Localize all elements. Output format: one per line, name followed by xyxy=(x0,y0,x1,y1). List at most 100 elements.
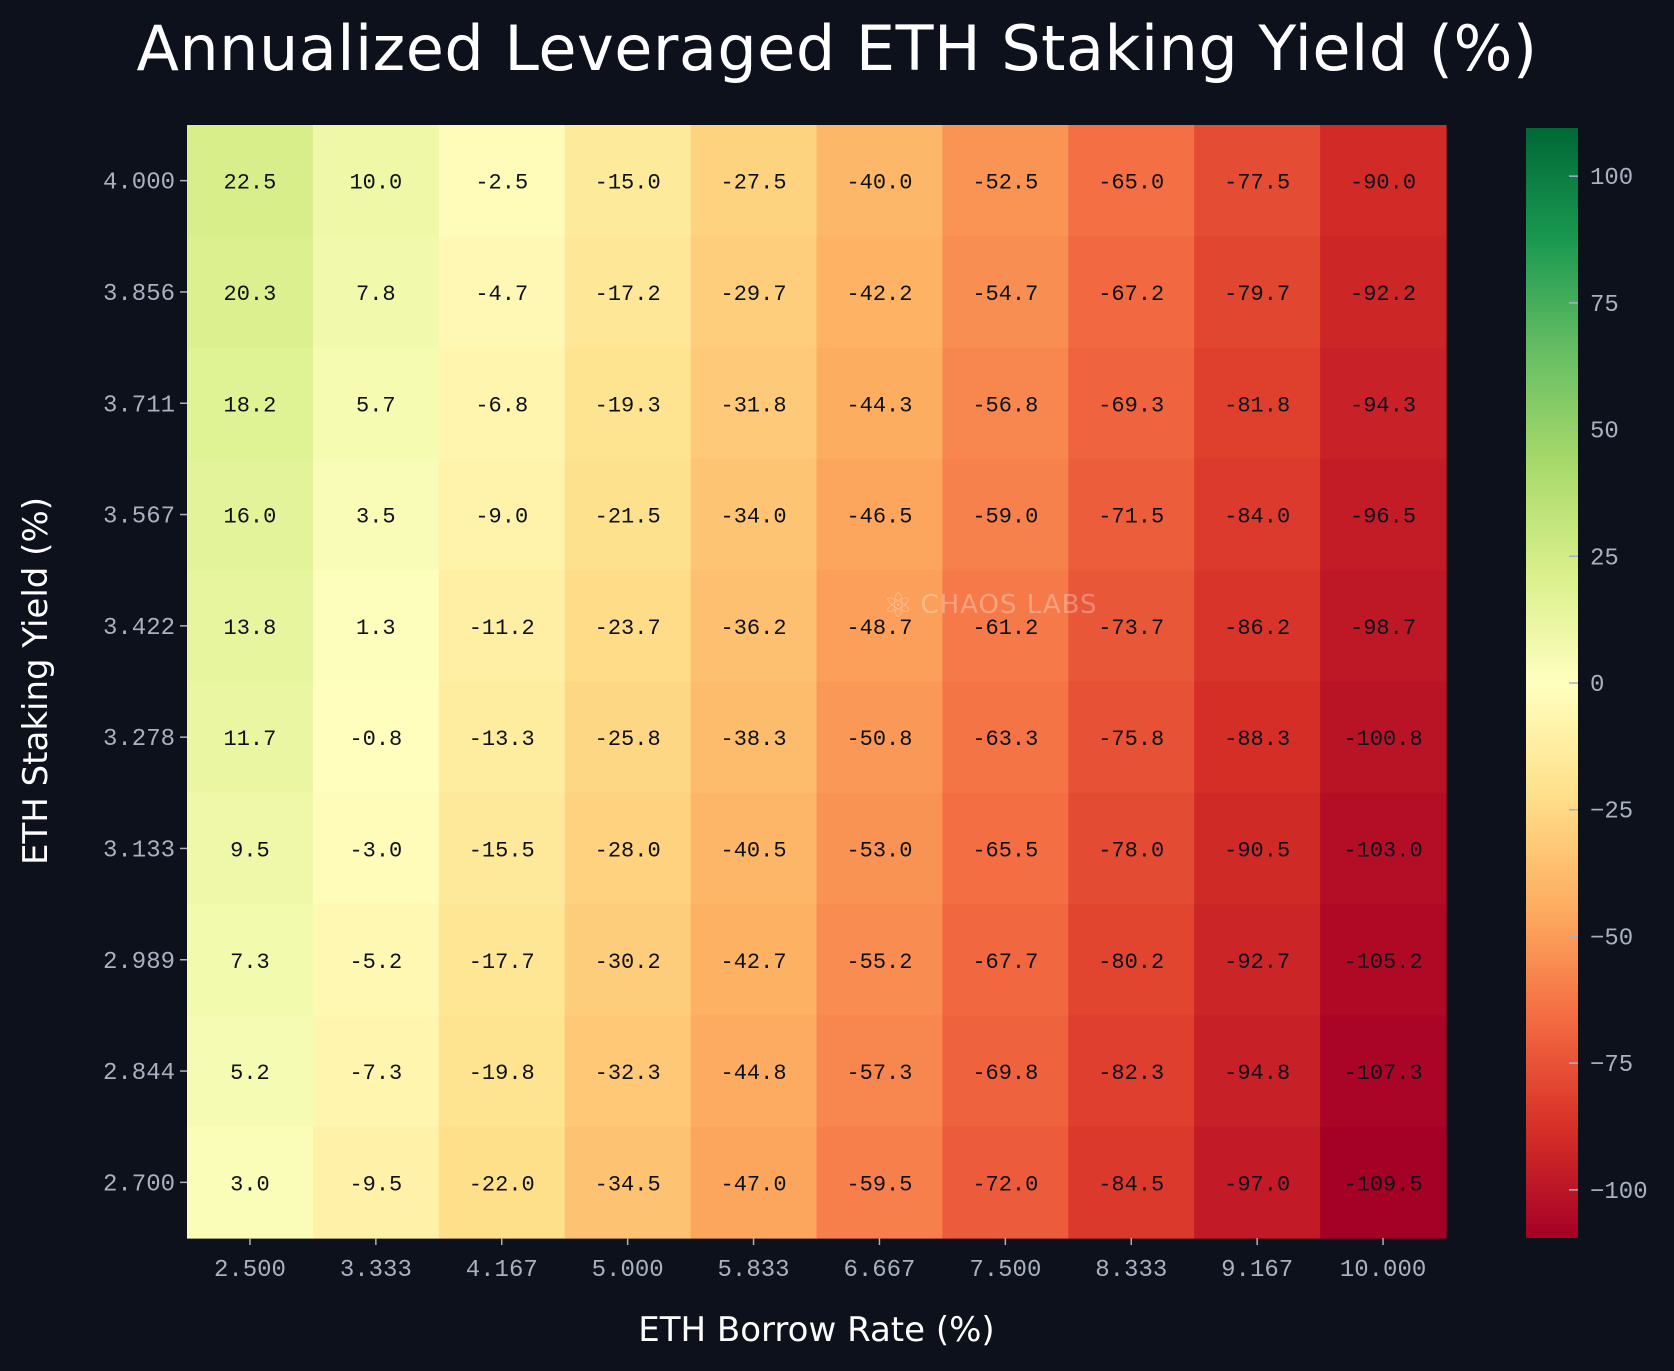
cell-value-label: -94.3 xyxy=(1350,393,1416,418)
y-tick-label: 3.856 xyxy=(103,281,175,308)
heatmap-cell xyxy=(942,904,1069,1016)
heatmap-cell xyxy=(564,904,692,1016)
cell-value-label: -0.8 xyxy=(349,727,402,752)
heatmap-cell xyxy=(1320,458,1447,571)
heatmap-cell xyxy=(816,681,943,794)
heatmap-cell xyxy=(1068,236,1195,349)
heatmap-cell xyxy=(312,125,440,237)
cell-value-label: -54.7 xyxy=(972,282,1038,307)
cell-value-label: -75.8 xyxy=(1098,727,1164,752)
cell-value-label: -57.3 xyxy=(846,1061,912,1086)
heatmap-cell xyxy=(1320,792,1447,905)
heatmap-cell xyxy=(816,570,943,683)
heatmap-cell xyxy=(1194,570,1321,683)
cell-value-label: -17.7 xyxy=(469,950,535,975)
heatmap-cell xyxy=(438,347,566,460)
cell-value-label: -23.7 xyxy=(595,616,661,641)
cell-value-label: -22.0 xyxy=(469,1172,535,1197)
cell-value-label: -27.5 xyxy=(721,171,787,196)
cell-value-label: -40.0 xyxy=(846,171,912,196)
cell-value-label: 10.0 xyxy=(349,171,402,196)
cell-value-label: -90.0 xyxy=(1350,171,1416,196)
heatmap-cell xyxy=(438,570,566,683)
heatmap-cell xyxy=(1068,347,1195,460)
heatmap-cell xyxy=(1194,1015,1321,1128)
heatmap-cell xyxy=(187,792,314,905)
heatmap-cell xyxy=(312,1126,440,1239)
cell-value-label: -100.8 xyxy=(1343,727,1422,752)
heatmap-cell xyxy=(312,904,440,1016)
heatmap-cell xyxy=(564,792,692,905)
heatmap-cell xyxy=(187,236,314,349)
cell-value-label: 7.3 xyxy=(230,950,270,975)
cell-value-label: -44.3 xyxy=(846,393,912,418)
heatmap-cell xyxy=(564,1126,692,1239)
heatmap-cell xyxy=(312,792,440,905)
heatmap-cell xyxy=(816,347,943,460)
chart-title: Annualized Leveraged ETH Staking Yield (… xyxy=(136,12,1538,85)
cell-value-label: -63.3 xyxy=(972,727,1038,752)
heatmap-cell xyxy=(816,458,943,571)
cell-value-label: -73.7 xyxy=(1098,616,1164,641)
heatmap-cell xyxy=(942,125,1069,237)
heatmap-cell xyxy=(187,458,314,571)
heatmap-cell xyxy=(187,347,314,460)
cell-value-label: -38.3 xyxy=(721,727,787,752)
heatmap-cell xyxy=(564,1015,692,1128)
heatmap-cell xyxy=(1194,792,1321,905)
cell-value-label: -94.8 xyxy=(1224,1061,1290,1086)
x-tick-label: 4.167 xyxy=(466,1257,538,1284)
heatmap-cell xyxy=(1068,458,1195,571)
cell-value-label: 3.5 xyxy=(356,505,396,530)
cell-value-label: -5.2 xyxy=(349,950,402,975)
cell-value-label: -88.3 xyxy=(1224,727,1290,752)
heatmap-cell xyxy=(564,347,692,460)
cell-value-label: 16.0 xyxy=(224,505,277,530)
colorbar-tick-label: 75 xyxy=(1590,292,1619,319)
cell-value-label: -44.8 xyxy=(721,1061,787,1086)
cell-value-label: -3.0 xyxy=(349,838,402,863)
cell-value-label: -46.5 xyxy=(846,505,912,530)
cell-value-label: -59.0 xyxy=(972,505,1038,530)
cell-value-label: -82.3 xyxy=(1098,1061,1164,1086)
cell-value-label: -56.8 xyxy=(972,393,1038,418)
cell-value-label: 1.3 xyxy=(356,616,396,641)
heatmap-cell xyxy=(1320,236,1447,349)
heatmap-cell xyxy=(312,347,440,460)
cell-value-label: -9.0 xyxy=(475,505,528,530)
cell-value-label: -34.0 xyxy=(721,505,787,530)
cell-value-label: 18.2 xyxy=(224,393,277,418)
cell-value-label: -30.2 xyxy=(595,950,661,975)
x-tick-label: 5.833 xyxy=(718,1257,790,1284)
heatmap-cell xyxy=(438,125,566,237)
cell-value-label: -11.2 xyxy=(469,616,535,641)
cell-value-label: -21.5 xyxy=(595,505,661,530)
heatmap-cell xyxy=(942,570,1069,683)
colorbar-tick-label: −50 xyxy=(1590,925,1633,952)
heatmap-cell xyxy=(1194,904,1321,1016)
colorbar-tick-label: −75 xyxy=(1590,1052,1633,1079)
cell-value-label: -4.7 xyxy=(475,282,528,307)
cell-value-label: -19.3 xyxy=(595,393,661,418)
cell-value-label: 5.2 xyxy=(230,1061,270,1086)
cell-value-label: -92.2 xyxy=(1350,282,1416,307)
heatmap-cell xyxy=(1320,125,1447,237)
cell-value-label: -79.7 xyxy=(1224,282,1290,307)
cell-value-label: 13.8 xyxy=(224,616,277,641)
heatmap-cell xyxy=(438,458,566,571)
heatmap-cell xyxy=(816,904,943,1016)
cell-value-label: -65.5 xyxy=(972,838,1038,863)
y-tick-label: 2.844 xyxy=(103,1060,175,1087)
heatmap-cell xyxy=(942,1015,1069,1128)
cell-value-label: -105.2 xyxy=(1343,950,1422,975)
heatmap-cell xyxy=(312,458,440,571)
cell-value-label: -97.0 xyxy=(1224,1172,1290,1197)
x-tick-label: 6.667 xyxy=(843,1257,915,1284)
heatmap-cell xyxy=(1068,125,1195,237)
heatmap-cell xyxy=(1068,570,1195,683)
heatmap-cell xyxy=(438,1015,566,1128)
y-tick-label: 2.700 xyxy=(103,1171,175,1198)
cell-value-label: -77.5 xyxy=(1224,171,1290,196)
